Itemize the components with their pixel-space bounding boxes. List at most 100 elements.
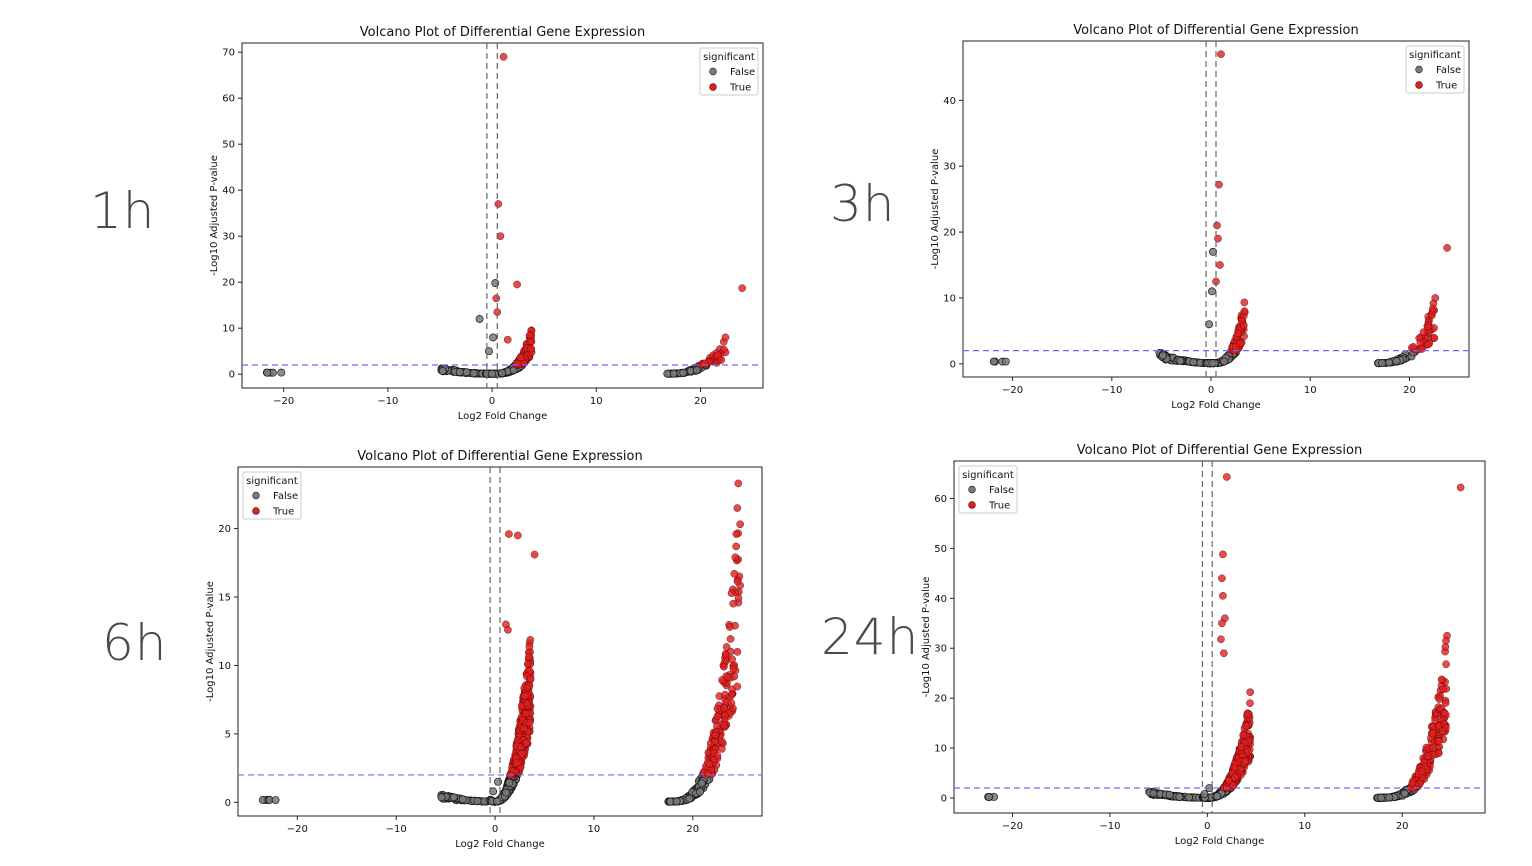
x-tick-label: −10 xyxy=(377,396,398,407)
point-significant xyxy=(1418,767,1426,776)
point-significant xyxy=(1423,752,1432,760)
point-significant xyxy=(1428,729,1437,737)
y-tick-label: 50 xyxy=(222,140,235,151)
legend-entry: False xyxy=(730,67,755,78)
point-not-significant xyxy=(679,368,688,377)
time-label-3h: 3h xyxy=(830,175,896,233)
point-significant xyxy=(516,353,525,362)
legend-box xyxy=(699,47,759,96)
y-tick-label: 10 xyxy=(934,744,947,755)
plot-title: Volcano Plot of Differential Gene Expres… xyxy=(1073,23,1359,38)
plot-title: Volcano Plot of Differential Gene Expres… xyxy=(360,25,646,40)
point-significant xyxy=(494,200,503,208)
point-not-significant xyxy=(493,797,502,806)
point-not-significant xyxy=(1189,358,1198,367)
point-significant xyxy=(1217,50,1225,58)
point-significant xyxy=(1429,744,1437,752)
point-significant xyxy=(717,356,726,364)
point-significant xyxy=(1246,688,1254,696)
point-significant xyxy=(1441,699,1450,707)
point-not-significant xyxy=(663,369,672,378)
point-significant xyxy=(1416,339,1425,347)
legend-entry: True xyxy=(729,83,751,94)
point-significant xyxy=(1236,339,1245,348)
point-not-significant xyxy=(1377,793,1386,802)
point-not-significant xyxy=(1220,357,1229,366)
point-significant xyxy=(1429,304,1437,313)
point-significant xyxy=(1437,675,1446,684)
y-tick-label: 30 xyxy=(222,232,235,243)
point-significant xyxy=(1213,221,1221,230)
time-label-1h: 1h xyxy=(90,182,156,240)
legend-entry: True xyxy=(1435,81,1457,92)
plot-frame xyxy=(241,42,764,389)
x-axis-label: Log2 Fold Change xyxy=(1171,400,1261,411)
x-tick-label: 10 xyxy=(590,396,603,407)
point-significant xyxy=(1240,298,1249,307)
point-not-significant xyxy=(1205,320,1214,329)
x-tick-label: 10 xyxy=(1304,385,1317,396)
point-not-significant xyxy=(498,369,507,377)
time-label-6h: 6h xyxy=(102,614,168,672)
point-significant xyxy=(1240,307,1249,315)
point-not-significant xyxy=(696,787,705,796)
point-significant xyxy=(1218,619,1226,628)
y-tick-label: 20 xyxy=(934,694,947,705)
legend-title: significant xyxy=(962,470,1014,481)
point-significant xyxy=(1219,550,1227,559)
legend-marker xyxy=(968,485,976,494)
y-tick-label: 40 xyxy=(222,186,235,197)
y-tick-label: 20 xyxy=(222,278,235,289)
y-tick-label: 0 xyxy=(229,370,235,381)
y-tick-label: 20 xyxy=(943,228,956,239)
point-significant xyxy=(1231,773,1239,782)
point-significant xyxy=(1219,592,1227,600)
y-tick-label: 10 xyxy=(943,293,956,304)
point-not-significant xyxy=(1159,351,1167,360)
point-not-significant xyxy=(437,793,446,802)
point-not-significant xyxy=(692,366,701,375)
point-not-significant xyxy=(505,778,514,787)
x-tick-label: −10 xyxy=(1101,385,1122,396)
point-not-significant xyxy=(989,357,998,366)
point-significant xyxy=(1434,749,1443,757)
time-label-24h: 24h xyxy=(821,608,920,666)
legend-entry: True xyxy=(988,501,1010,512)
point-not-significant xyxy=(1392,357,1401,366)
y-tick-label: 70 xyxy=(222,48,235,59)
plot-title: Volcano Plot of Differential Gene Expres… xyxy=(1077,443,1363,458)
y-tick-label: 0 xyxy=(941,794,947,805)
point-significant xyxy=(1234,329,1242,338)
point-significant xyxy=(1220,649,1228,658)
legend: significant False True xyxy=(1405,45,1465,94)
legend: significant False True xyxy=(958,465,1018,514)
point-significant xyxy=(1408,779,1417,788)
point-not-significant xyxy=(1185,793,1193,802)
point-significant xyxy=(1435,695,1444,703)
point-significant xyxy=(1440,709,1449,717)
point-significant xyxy=(1438,727,1447,735)
point-significant xyxy=(1424,323,1433,331)
point-not-significant xyxy=(458,795,467,804)
point-not-significant xyxy=(271,796,280,804)
point-significant xyxy=(1424,340,1432,349)
point-not-significant xyxy=(1385,358,1393,367)
point-significant xyxy=(1242,722,1251,730)
point-significant xyxy=(721,333,730,342)
point-not-significant xyxy=(1385,793,1394,802)
point-not-significant xyxy=(502,788,510,797)
y-tick-label: 0 xyxy=(950,359,956,370)
point-not-significant xyxy=(488,369,496,378)
point-significant xyxy=(1239,321,1248,330)
point-significant xyxy=(1243,748,1252,757)
point-not-significant xyxy=(1175,792,1184,801)
x-axis-label: Log2 Fold Change xyxy=(458,411,548,422)
point-not-significant xyxy=(1213,792,1222,801)
point-not-significant xyxy=(985,792,993,801)
point-significant xyxy=(1456,483,1465,492)
point-significant xyxy=(1215,180,1223,189)
point-not-significant xyxy=(277,368,286,377)
point-significant xyxy=(492,294,501,303)
x-tick-label: −20 xyxy=(1002,821,1023,832)
x-tick-label: 0 xyxy=(1204,821,1210,832)
